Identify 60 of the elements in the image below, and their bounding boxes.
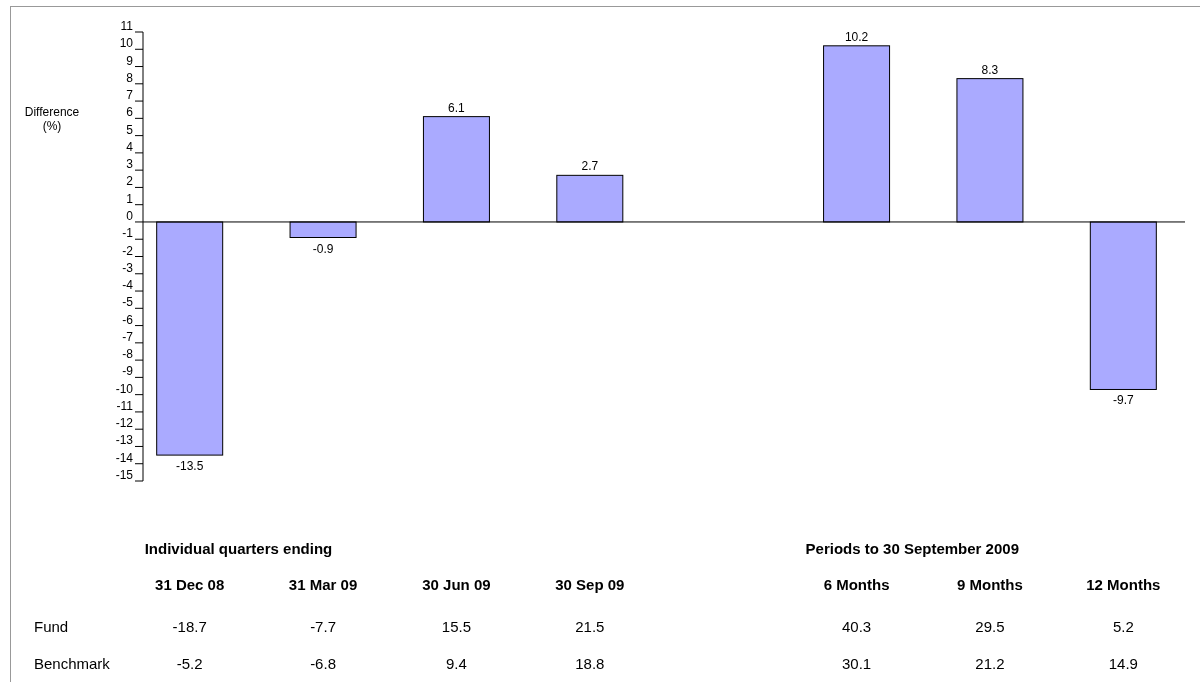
text: 21.5 <box>575 618 605 635</box>
x-tick-label: 31 Dec 08 <box>155 576 225 593</box>
y-tick-label: -13 <box>115 433 134 448</box>
y-tick-label: -9 <box>122 364 134 379</box>
x-tick-label: 12 Months <box>1086 576 1161 593</box>
data-label: 10.2 <box>844 29 869 44</box>
y-tick-label: -1 <box>122 226 134 241</box>
y-tick-label: -4 <box>122 278 134 293</box>
y-tick-label: -6 <box>122 312 134 327</box>
y-tick-label: -7 <box>122 329 134 344</box>
y-tick-label: 5 <box>126 122 134 137</box>
x-tick-label: 9 Months <box>957 576 1023 593</box>
data-label: 6.1 <box>448 100 466 115</box>
x-tick-label: 31 Mar 09 <box>288 576 358 593</box>
y-tick-label: 10 <box>119 36 134 51</box>
text: 30.1 <box>841 655 872 672</box>
text: 18.8 <box>575 655 605 672</box>
text: Periods to 30 September 2009 <box>805 540 1019 557</box>
y-tick-label: 11 <box>120 19 134 33</box>
y-tick-label: -15 <box>115 468 134 482</box>
y-axis-title: Difference (%) <box>24 105 80 133</box>
text: 14.9 <box>1108 655 1138 672</box>
y-tick-label: 3 <box>126 157 134 172</box>
text: -5.2 <box>176 655 203 672</box>
text: 40.3 <box>841 618 872 635</box>
y-tick-label: 2 <box>126 174 134 189</box>
y-tick-label: -12 <box>115 416 134 431</box>
y-tick-label: 8 <box>126 70 134 85</box>
y-tick-label: -10 <box>115 381 134 396</box>
y-tick-label: -5 <box>122 295 134 310</box>
data-label: -0.9 <box>312 241 334 256</box>
data-label: 2.7 <box>581 159 599 174</box>
text: -7.7 <box>310 618 336 635</box>
y-tick-label: -8 <box>122 347 134 362</box>
y-tick-label: 0 <box>126 208 134 223</box>
data-label: -13.5 <box>176 459 204 474</box>
y-tick-label: -14 <box>115 450 134 465</box>
x-tick-label: 30 Jun 09 <box>422 576 491 593</box>
y-tick-label: 7 <box>126 88 134 103</box>
x-tick-label: 6 Months <box>823 576 890 593</box>
y-tick-label: 4 <box>126 139 134 154</box>
text: 29.5 <box>975 618 1005 635</box>
y-tick-label: -2 <box>122 243 134 258</box>
text: Individual quarters ending <box>144 540 333 557</box>
y-tick-label: 6 <box>126 105 134 120</box>
text: 21.2 <box>975 655 1005 672</box>
text: -6.8 <box>310 655 336 672</box>
y-tick-label: 1 <box>126 191 134 206</box>
text: 9.4 <box>446 655 467 672</box>
y-tick-label: -3 <box>122 260 134 275</box>
data-label: 8.3 <box>981 62 999 77</box>
text: 5.2 <box>1112 618 1134 635</box>
text: -18.7 <box>172 618 207 635</box>
text: Fund <box>34 618 69 635</box>
text: 15.5 <box>441 618 472 635</box>
x-tick-label: 30 Sep 09 <box>555 576 625 593</box>
text: Benchmark <box>34 655 111 672</box>
y-tick-label: 9 <box>126 53 134 68</box>
y-tick-label: -11 <box>116 398 134 413</box>
data-label: -9.7 <box>1112 393 1134 408</box>
